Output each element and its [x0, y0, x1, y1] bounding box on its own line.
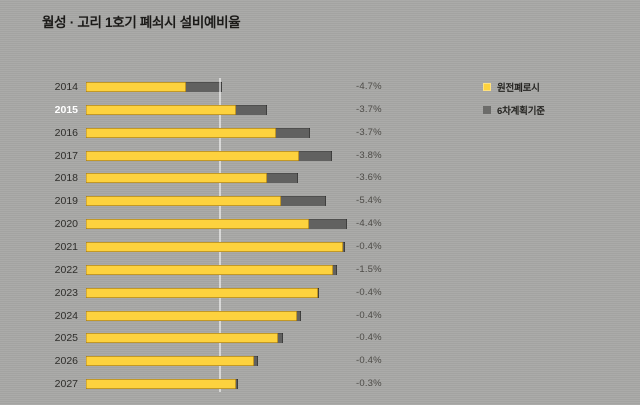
- legend-swatch-gray-icon: [483, 106, 491, 114]
- bar-plant-closure: [86, 356, 254, 366]
- diff-label: -3.8%: [356, 150, 382, 161]
- diff-label: -0.4%: [356, 241, 382, 252]
- year-label: 2018: [54, 172, 78, 184]
- bar-plant-closure: [86, 379, 236, 389]
- diff-label: -1.5%: [356, 264, 382, 275]
- bar-plant-closure: [86, 173, 267, 183]
- bar-row-2021: 2021 -0.4%: [0, 241, 640, 253]
- bar-plant-closure: [86, 196, 281, 206]
- legend-label-sixth-plan: 6차계획기준: [497, 106, 545, 117]
- bar-row-2025: 2025 -0.4%: [0, 332, 640, 344]
- bar-row-2023: 2023 -0.4%: [0, 287, 640, 299]
- diff-label: -0.4%: [356, 287, 382, 298]
- diff-label: -0.3%: [356, 378, 382, 389]
- reference-line: [219, 78, 221, 392]
- year-label: 2017: [54, 150, 78, 162]
- bar-plant-closure: [86, 288, 318, 298]
- bar-row-2026: 2026 -0.4%: [0, 355, 640, 367]
- bar-plant-closure: [86, 311, 297, 321]
- bar-row-2027: 2027 -0.3%: [0, 378, 640, 390]
- bar-row-2016: 2016 -3.7%: [0, 127, 640, 139]
- year-label: 2015: [54, 104, 78, 116]
- legend: 원전폐로시 6차계획기준: [483, 82, 545, 128]
- bar-row-2017: 2017 -3.8%: [0, 150, 640, 162]
- diff-label: -0.4%: [356, 310, 382, 321]
- year-label: 2022: [54, 264, 78, 276]
- bar-row-2018: 2018 -3.6%: [0, 172, 640, 184]
- bar-plant-closure: [86, 82, 186, 92]
- legend-label-plant-closure: 원전폐로시: [497, 83, 540, 94]
- bar-plant-closure: [86, 265, 333, 275]
- year-label: 2014: [54, 81, 78, 93]
- legend-item-plant-closure: 원전폐로시: [483, 82, 545, 94]
- bar-plant-closure: [86, 105, 236, 115]
- bar-row-2019: 2019 -5.4%: [0, 195, 640, 207]
- bar-plant-closure: [86, 151, 299, 161]
- bar-row-2024: 2024 -0.4%: [0, 310, 640, 322]
- diff-label: -3.7%: [356, 127, 382, 138]
- diff-label: -3.7%: [356, 104, 382, 115]
- bar-row-2020: 2020 -4.4%: [0, 218, 640, 230]
- diff-label: -5.4%: [356, 195, 382, 206]
- year-label: 2023: [54, 287, 78, 299]
- bar-row-2014: 2014 -4.7%: [0, 81, 640, 93]
- year-label: 2020: [54, 218, 78, 230]
- diff-label: -4.7%: [356, 81, 382, 92]
- bar-plant-closure: [86, 242, 343, 252]
- year-label: 2027: [54, 378, 78, 390]
- diff-label: -0.4%: [356, 355, 382, 366]
- diff-label: -0.4%: [356, 332, 382, 343]
- chart-title: 월성 · 고리 1호기 폐쇠시 설비예비율: [42, 15, 241, 30]
- diff-label: -4.4%: [356, 218, 382, 229]
- year-label: 2021: [54, 241, 78, 253]
- bar-row-2015: 2015 -3.7%: [0, 104, 640, 116]
- legend-item-sixth-plan: 6차계획기준: [483, 105, 545, 117]
- year-label: 2025: [54, 332, 78, 344]
- year-label: 2019: [54, 195, 78, 207]
- year-label: 2016: [54, 127, 78, 139]
- bar-plant-closure: [86, 333, 278, 343]
- legend-swatch-yellow-icon: [483, 83, 491, 91]
- bar-plant-closure: [86, 128, 276, 138]
- bar-row-2022: 2022 -1.5%: [0, 264, 640, 276]
- year-label: 2026: [54, 355, 78, 367]
- diff-label: -3.6%: [356, 172, 382, 183]
- bar-plant-closure: [86, 219, 309, 229]
- year-label: 2024: [54, 310, 78, 322]
